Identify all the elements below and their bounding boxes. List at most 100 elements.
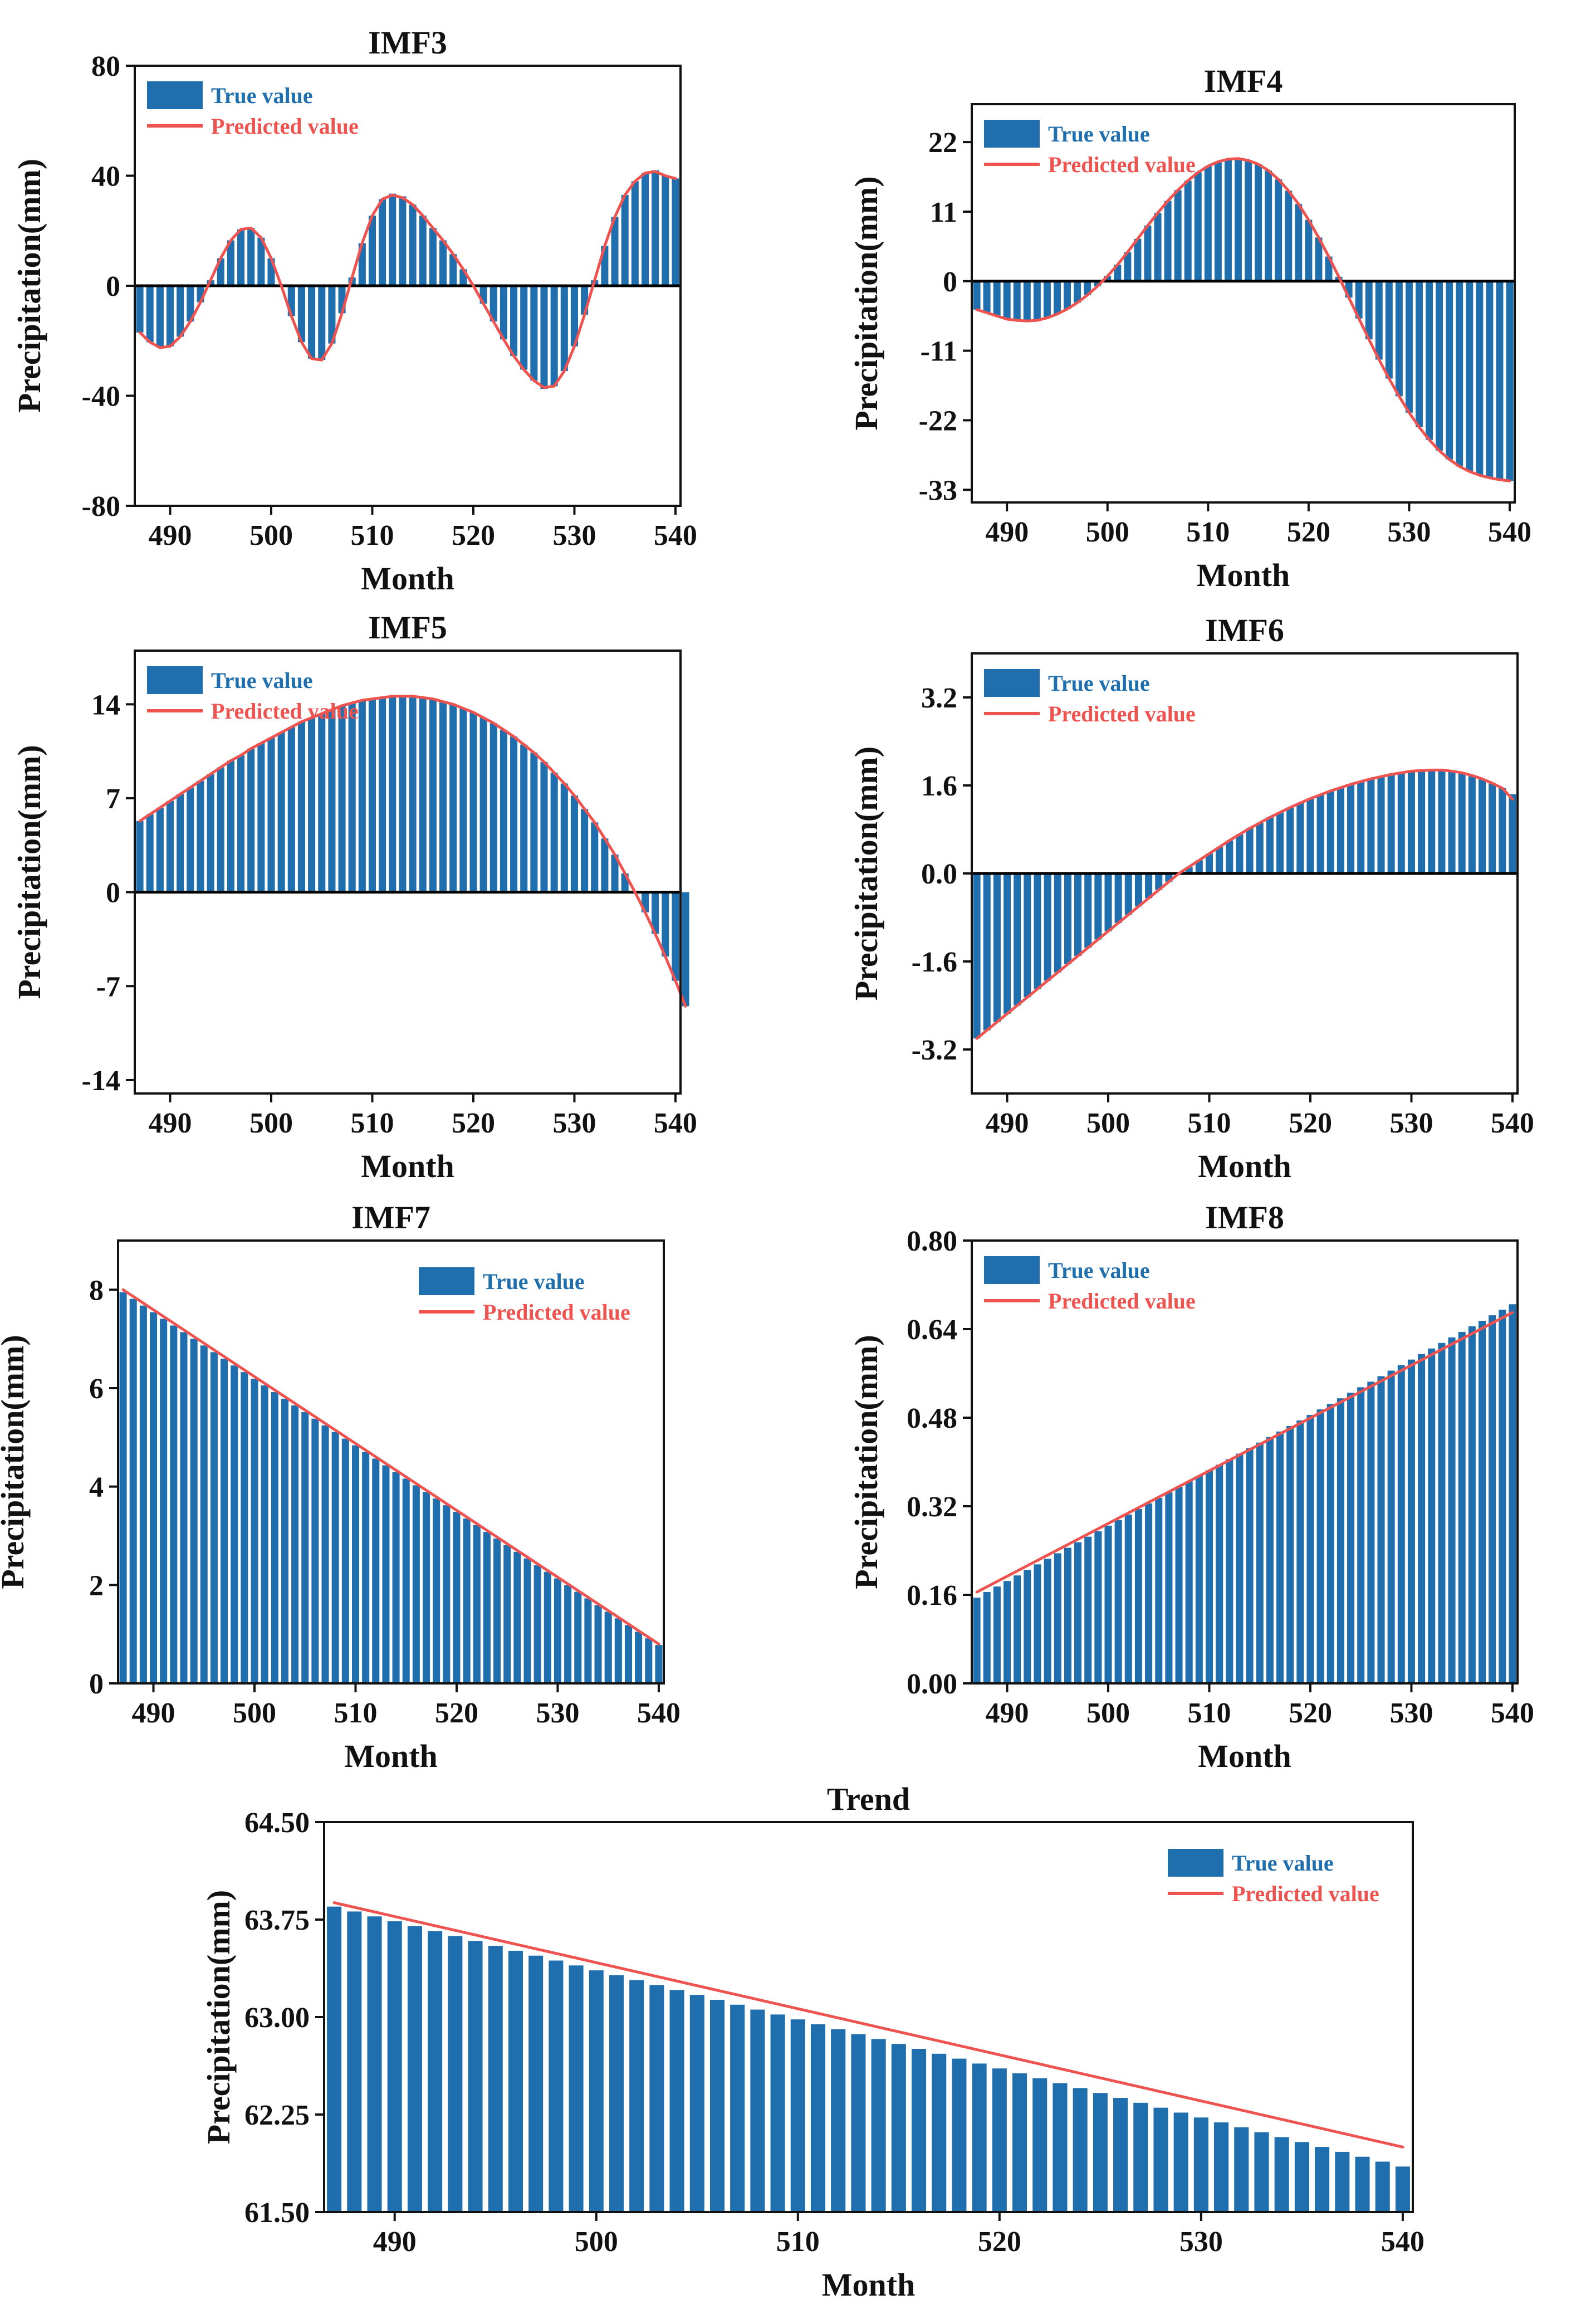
- bar-imf7-491: [160, 1319, 168, 1683]
- bar-imf3-527: [540, 286, 548, 389]
- y-tick-label-imf4: -22: [919, 405, 957, 437]
- x-tick-label-imf5: 490: [149, 1107, 192, 1139]
- bar-imf5-517: [439, 701, 447, 892]
- y-tick-label-imf3: -80: [82, 491, 120, 523]
- x-tick-label-imf4: 540: [1488, 516, 1531, 548]
- bar-imf5-523: [500, 730, 507, 892]
- y-tick-label-imf6: 1.6: [921, 770, 957, 802]
- predicted-line-imf3: [138, 170, 677, 389]
- bar-imf6-522: [1327, 790, 1334, 874]
- bar-trend-528: [1153, 2107, 1168, 2212]
- bar-imf3-539: [662, 175, 669, 286]
- bar-imf8-492: [1024, 1570, 1031, 1683]
- bar-imf4-534: [1446, 281, 1453, 460]
- bar-imf7-510: [351, 1445, 360, 1683]
- bar-imf7-535: [604, 1612, 612, 1683]
- chart-title-trend: Trend: [827, 1781, 910, 1817]
- chart-trend: 61.50 62.25 63.00 63.75 64.50 490 500 510 520 530…: [200, 1781, 1425, 2303]
- bar-trend-488: [347, 1911, 362, 2212]
- x-axis-label-imf7: Month: [344, 1738, 438, 1774]
- y-tick-label-imf5: -14: [82, 1065, 120, 1097]
- legend-label-true: True value: [1048, 671, 1150, 696]
- bar-imf7-539: [645, 1638, 653, 1683]
- bar-imf7-498: [231, 1365, 238, 1683]
- bar-imf4-535: [1456, 281, 1463, 467]
- bar-imf4-512: [1224, 159, 1232, 281]
- bar-imf4-492: [1023, 281, 1031, 321]
- legend-label-true: True value: [1048, 121, 1150, 147]
- bar-imf7-516: [412, 1485, 420, 1683]
- bar-trend-513: [851, 2034, 866, 2212]
- bar-imf3-537: [641, 173, 649, 286]
- y-tick-label-imf5: 7: [106, 783, 120, 815]
- bar-imf7-494: [190, 1339, 198, 1683]
- bar-imf8-498: [1084, 1536, 1092, 1683]
- bar-imf6-524: [1347, 784, 1355, 873]
- bar-imf8-540: [1509, 1304, 1516, 1683]
- bar-imf6-493: [1034, 873, 1041, 989]
- legend-swatch-true: [984, 120, 1040, 148]
- legend-label-true: True value: [211, 668, 313, 693]
- y-tick-label-imf5: 0: [106, 877, 120, 909]
- x-tick-label-imf6: 540: [1491, 1107, 1534, 1139]
- bar-trend-533: [1254, 2132, 1269, 2212]
- bar-imf3-506: [328, 286, 336, 344]
- bar-imf5-497: [237, 755, 245, 892]
- bar-imf6-514: [1246, 828, 1254, 873]
- bar-trend-507: [730, 2004, 745, 2212]
- chart-imf6: -3.2 -1.6 0.0 1.6 3.2 490 500 510 520 530 540 IMF6 M…: [848, 612, 1534, 1184]
- bar-imf5-525: [520, 744, 528, 892]
- bar-imf5-519: [459, 708, 467, 892]
- bar-imf5-500: [267, 738, 275, 892]
- bar-imf7-497: [221, 1359, 228, 1683]
- chart-imf7: 0 2 4 6 8 490 500 510 520 530 540 IMF7 Month Precipit…: [0, 1199, 681, 1774]
- legend-swatch-true: [147, 81, 203, 109]
- x-tick-label-imf8: 520: [1289, 1697, 1332, 1729]
- bar-trend-535: [1294, 2142, 1309, 2212]
- bar-imf7-493: [180, 1332, 188, 1683]
- bar-imf7-521: [463, 1519, 471, 1683]
- bar-imf5-532: [591, 822, 599, 892]
- legend-imf7: True value Predicted value: [419, 1267, 630, 1325]
- bar-trend-494: [468, 1941, 483, 2212]
- bar-imf3-517: [439, 240, 447, 286]
- y-tick-label-imf6: -1.6: [912, 946, 957, 978]
- bar-imf3-535: [621, 195, 629, 286]
- bar-imf6-498: [1084, 873, 1092, 948]
- bar-imf7-527: [523, 1558, 531, 1683]
- bar-imf5-539: [662, 892, 669, 957]
- bar-imf7-533: [584, 1598, 592, 1683]
- bar-imf3-499: [257, 237, 265, 286]
- bar-imf6-530: [1407, 771, 1415, 873]
- bar-imf4-538: [1486, 281, 1494, 478]
- bar-imf8-489: [993, 1586, 1001, 1683]
- bar-imf4-505: [1154, 213, 1162, 281]
- bar-imf3-512: [389, 193, 397, 286]
- bar-imf7-513: [382, 1465, 390, 1683]
- bar-imf4-506: [1164, 201, 1172, 281]
- y-axis-label-imf6: Precipitation(mm): [848, 746, 884, 1000]
- bar-trend-522: [1032, 2078, 1048, 2212]
- x-tick-label-imf7: 490: [132, 1697, 175, 1729]
- bar-imf3-514: [409, 204, 417, 286]
- bar-imf8-497: [1074, 1542, 1082, 1683]
- bar-imf5-490: [166, 800, 174, 892]
- bar-imf8-514: [1246, 1448, 1254, 1683]
- bar-imf3-526: [530, 286, 538, 381]
- bar-imf5-502: [287, 727, 295, 892]
- y-tick-label-imf8: 0.16: [907, 1580, 957, 1612]
- bar-imf5-521: [479, 717, 487, 892]
- bar-imf6-528: [1387, 774, 1395, 873]
- bar-trend-490: [387, 1921, 402, 2212]
- bar-imf6-502: [1124, 873, 1132, 915]
- bar-imf4-516: [1265, 170, 1272, 281]
- bar-imf8-531: [1418, 1354, 1426, 1683]
- legend-trend: True value Predicted value: [1168, 1849, 1379, 1906]
- bar-imf6-495: [1054, 873, 1061, 973]
- bar-imf8-528: [1387, 1370, 1395, 1683]
- bar-imf4-517: [1275, 179, 1283, 281]
- y-tick-label-imf8: 0.48: [907, 1403, 957, 1434]
- bar-imf6-497: [1074, 873, 1082, 956]
- bar-imf5-507: [338, 705, 346, 892]
- bar-imf6-489: [993, 873, 1001, 1022]
